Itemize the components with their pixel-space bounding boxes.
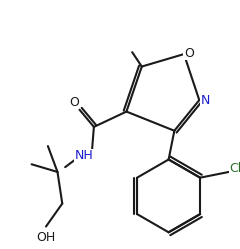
Text: O: O xyxy=(69,96,79,109)
Text: OH: OH xyxy=(36,231,56,244)
Text: Cl: Cl xyxy=(229,162,240,175)
Text: N: N xyxy=(200,94,210,107)
Text: NH: NH xyxy=(75,149,94,162)
Text: O: O xyxy=(184,47,194,60)
